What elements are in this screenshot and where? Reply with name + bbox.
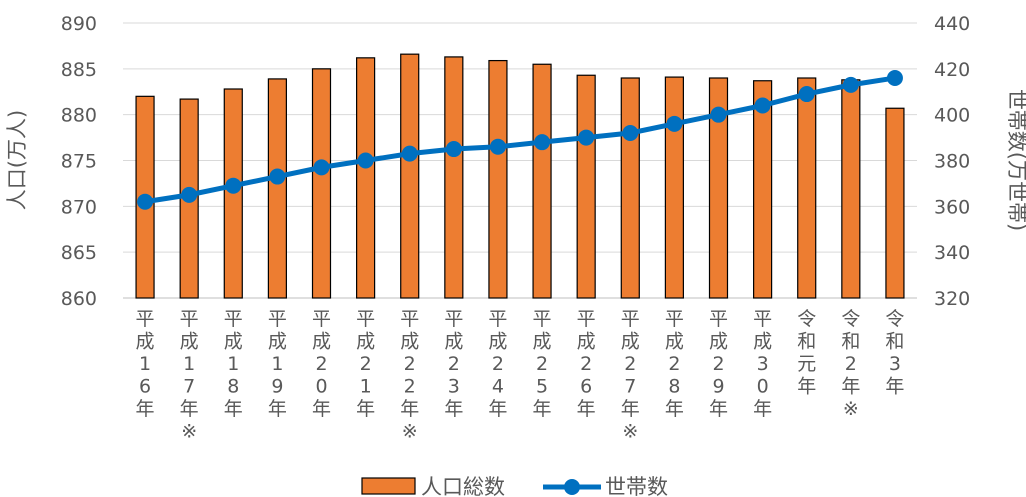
right-tick-label: 320 [934, 288, 970, 310]
left-axis-ticks: 860 865 870 875 880 885 890 [61, 13, 97, 310]
population-bar [841, 79, 861, 299]
left-tick-label: 890 [61, 13, 97, 35]
households-marker [842, 76, 859, 93]
right-tick-label: 420 [934, 59, 970, 81]
x-category-label: 平成 2 4 年 [488, 308, 507, 420]
gridlines [123, 22, 917, 299]
x-category-label: 平成 2 9 年 [709, 308, 728, 420]
x-category-label: 平成 2 6 年 [577, 308, 596, 420]
population-bar [267, 78, 287, 299]
households-marker [754, 97, 771, 114]
population-bar [311, 68, 332, 299]
right-tick-label: 340 [934, 242, 970, 264]
left-tick-label: 880 [61, 105, 97, 127]
left-tick-label: 870 [61, 196, 97, 218]
x-category-label: 令和元年 [797, 308, 816, 398]
households-line [144, 75, 896, 205]
households-marker [489, 138, 506, 155]
households-marker [313, 159, 330, 176]
right-tick-label: 360 [934, 196, 970, 218]
population-bar [400, 53, 420, 299]
households-marker [269, 168, 286, 185]
right-axis-ticks: 320 340 360 380 400 420 440 [934, 13, 970, 310]
x-category-label: 平成 2 1 年 [356, 308, 375, 420]
x-category-label: 平成 1 6 年 [136, 308, 155, 420]
population-bar [532, 63, 552, 299]
x-axis-category-labels: 平成 1 6 年 平成 1 7 年※ 平成 1 8 年 平成 1 9 年 平成 2 0 年 平成 2 1 年 平成 2 2 年※ 平成 2… [136, 308, 905, 443]
legend-swatch-population [361, 477, 416, 495]
households-marker [137, 193, 154, 210]
x-category-label: 平成 2 7 年※ [621, 308, 640, 443]
population-bar [488, 59, 508, 299]
bar-series-population [135, 53, 905, 299]
households-marker [666, 115, 683, 132]
x-category-label: 平成 2 2 年※ [400, 308, 419, 443]
x-category-label: 平成 1 7 年※ [180, 308, 199, 443]
x-category-label: 平成 1 8 年 [224, 308, 243, 420]
x-category-label: 平成 1 9 年 [268, 308, 287, 420]
x-category-label: 平成 2 0 年 [312, 308, 331, 420]
x-category-label: 平成 2 8 年 [665, 308, 684, 420]
households-marker [357, 152, 374, 169]
left-tick-label: 865 [61, 242, 97, 264]
line-series-households [137, 70, 903, 210]
x-category-label: 平成 2 5 年 [533, 308, 552, 420]
households-marker [886, 70, 903, 86]
x-category-label: 平成 2 3 年 [444, 308, 463, 420]
legend-label-population: 人口総数 [421, 475, 505, 497]
legend-swatch-households-marker [564, 479, 580, 495]
households-marker [622, 125, 639, 141]
households-marker [225, 177, 242, 194]
households-marker [710, 106, 727, 123]
households-marker [445, 141, 462, 158]
population-bar [576, 74, 596, 299]
x-category-label: 令和 2 年※ [841, 308, 860, 420]
left-tick-label: 885 [61, 59, 97, 81]
population-bar [885, 107, 905, 299]
left-tick-label: 875 [61, 151, 97, 173]
left-axis-title: 人口(万人) [5, 110, 29, 210]
right-axis-title: 世帯数(万世帯) [1005, 89, 1026, 231]
households-marker [534, 134, 551, 151]
left-tick-label: 860 [61, 288, 97, 310]
population-bar [444, 56, 464, 299]
right-tick-label: 440 [934, 13, 970, 35]
legend-label-households: 世帯数 [605, 475, 668, 497]
households-marker [578, 129, 595, 146]
population-bar [620, 77, 640, 299]
right-tick-label: 380 [934, 151, 970, 173]
x-category-label: 令和 3 年 [885, 308, 904, 398]
households-marker [401, 145, 418, 162]
population-bar [664, 76, 684, 299]
legend: 人口総数 世帯数 [361, 475, 668, 497]
x-category-label: 平成 3 0 年 [753, 308, 772, 420]
population-bar [356, 57, 376, 299]
population-bar [797, 77, 817, 299]
population-bar [708, 77, 729, 299]
households-marker [798, 86, 815, 103]
households-marker [181, 186, 198, 203]
right-tick-label: 400 [934, 105, 970, 127]
population-bar [753, 80, 773, 299]
